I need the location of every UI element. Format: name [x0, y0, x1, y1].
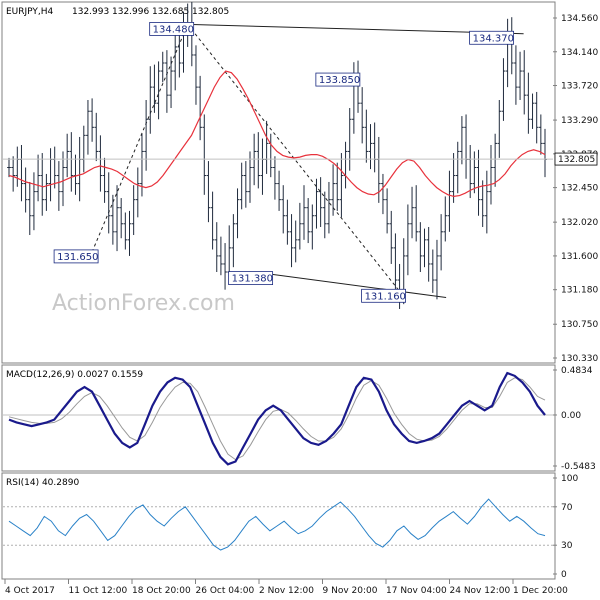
- swing-label: 134.370: [473, 33, 514, 44]
- lower-trend-line: [266, 273, 447, 298]
- price-pane-ohlc-low: 132.685: [152, 7, 189, 17]
- price-pane-ohlc-open: 132.993: [72, 7, 109, 17]
- macd-pane-frame: [1, 364, 556, 472]
- swing-label-box: [149, 22, 195, 36]
- x-tick-label: 26 Oct 04:00: [196, 586, 255, 596]
- x-tick-label: 9 Nov 20:00: [323, 586, 378, 596]
- macd-y-tick-label: 0.4834: [561, 366, 593, 376]
- macd-pane: MACD(12,26,9) 0.0027 0.1559 0.4834 0.00 -0…: [1, 364, 596, 472]
- price-y-tick-label: 133.290: [561, 116, 598, 126]
- swing-label-box: [469, 30, 515, 45]
- watermark: ActionForex.com: [52, 291, 235, 316]
- rsi-y-tick-label: 70: [561, 503, 573, 513]
- rsi-pane-title: RSI(14) 40.2890: [6, 478, 79, 488]
- price-y-tick-label: 133.720: [561, 82, 598, 92]
- price-pane-frame: [1, 1, 556, 364]
- swing-label: 131.380: [232, 274, 273, 285]
- moving-average-line: [8, 70, 546, 198]
- x-tick-label: 2 Nov 12:00: [259, 586, 314, 596]
- macd-y-tick-label: 0.00: [561, 411, 581, 421]
- x-tick-label: 24 Nov 12:00: [450, 586, 511, 596]
- last-price-label: 132.805: [558, 155, 595, 165]
- swing-label-box: [315, 72, 361, 87]
- price-y-tick-label: 130.750: [561, 320, 598, 330]
- price-y-tick-label: 130.330: [561, 354, 598, 364]
- price-annotations: 134.480 131.650 131.380 133.850 131.160 134.3…: [53, 22, 515, 303]
- upper-trend-line: [187, 23, 524, 35]
- swing-line-up: [91, 24, 189, 253]
- macd-y-tick-label: -0.5483: [561, 462, 596, 472]
- rsi-pane-frame: [1, 472, 556, 580]
- price-y-tick-label: 134.140: [561, 48, 598, 58]
- price-pane: EURJPY,H4 132.993 132.996 132.685 132.80…: [1, 1, 598, 364]
- rsi-y-tick-label: 100: [561, 474, 578, 484]
- swing-label-box: [53, 249, 99, 264]
- swing-label-box: [361, 288, 406, 303]
- rsi-line: [8, 498, 546, 551]
- price-pane-ohlc-close: 132.805: [192, 7, 229, 17]
- last-price-box: [554, 152, 598, 166]
- swing-label: 134.480: [153, 24, 194, 35]
- swing-label: 131.160: [365, 291, 406, 302]
- macd-y-axis: 0.4834 0.00 -0.5483: [553, 366, 596, 472]
- price-y-tick-label: 134.560: [561, 14, 598, 24]
- rsi-y-tick-label: 0: [561, 570, 567, 580]
- x-axis: 4 Oct 2017 11 Oct 12:00 18 Oct 20:00 26 Oct…: [4, 579, 568, 596]
- price-pane-ohlc-high: 132.996: [112, 7, 149, 17]
- rsi-y-tick-label: 30: [561, 541, 573, 551]
- price-y-tick-label: 131.600: [561, 252, 598, 262]
- x-tick-label: 11 Oct 12:00: [69, 586, 128, 596]
- price-pane-title: EURJPY,H4: [6, 7, 54, 17]
- macd-pane-title: MACD(12,26,9) 0.0027 0.1559: [6, 370, 143, 380]
- rsi-y-axis: 100 70 30 0: [553, 474, 578, 580]
- macd-signal-line: [8, 377, 546, 461]
- macd-main-line: [8, 371, 546, 466]
- x-tick-label: 4 Oct 2017: [5, 586, 55, 596]
- swing-label: 131.650: [57, 252, 98, 263]
- price-y-tick-label: 131.180: [561, 286, 598, 296]
- swing-label: 133.850: [319, 75, 360, 86]
- price-y-tick-label: 132.020: [561, 218, 598, 228]
- rsi-pane: RSI(14) 40.2890 100 70 30 0: [1, 472, 578, 580]
- price-y-tick-label: 132.450: [561, 184, 598, 194]
- price-bars: [7, 1, 547, 309]
- x-tick-label: 1 Dec 20:00: [513, 586, 568, 596]
- x-tick-label: 17 Nov 04:00: [386, 586, 447, 596]
- swing-label-box: [228, 271, 274, 286]
- x-tick-label: 18 Oct 20:00: [132, 586, 191, 596]
